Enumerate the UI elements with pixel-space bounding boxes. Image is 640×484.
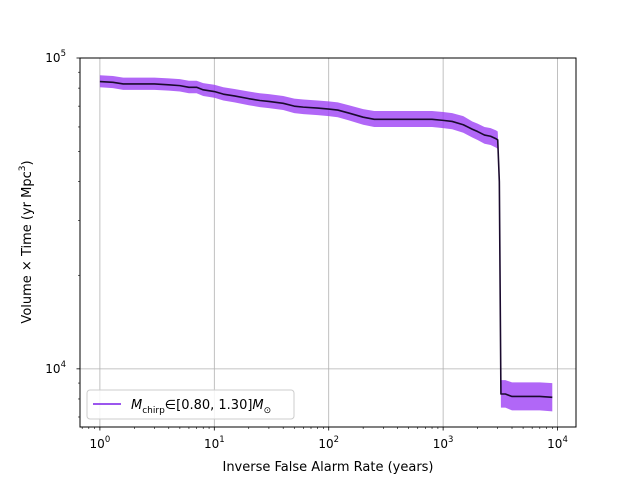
- x-tick-label: 100: [90, 435, 111, 451]
- y-tick-label-exp: 4: [61, 360, 66, 370]
- x-tick-label: 101: [204, 435, 225, 451]
- y-tick-label-base: 10: [45, 51, 60, 65]
- x-tick-label: 103: [433, 435, 454, 451]
- y-tick-label-exp: 5: [61, 49, 66, 59]
- x-tick-label: 102: [318, 435, 339, 451]
- x-tick-label-exp: 1: [219, 435, 224, 445]
- x-tick-label: 104: [547, 435, 568, 451]
- legend-label: Mchirp∈[0.80, 1.30]M⊙: [131, 398, 271, 416]
- y-tick-label-base: 10: [45, 362, 60, 376]
- x-tick-label-base: 10: [433, 437, 448, 451]
- series-0-line: [99, 80, 553, 399]
- x-tick-label-exp: 0: [105, 435, 110, 445]
- x-tick-label-exp: 2: [334, 435, 339, 445]
- line-layer: [99, 80, 553, 399]
- plot-frame: [79, 57, 577, 428]
- legend-box: [86, 389, 295, 420]
- x-tick-label-exp: 3: [448, 435, 453, 445]
- x-tick-label-base: 10: [90, 437, 105, 451]
- x-tick-label-base: 10: [547, 437, 562, 451]
- y-axis-label: Volume × Time (yr Mpc3): [18, 160, 35, 323]
- x-tick-label-base: 10: [318, 437, 333, 451]
- legend: Mchirp∈[0.80, 1.30]M⊙: [86, 389, 295, 420]
- y-tick-label: 104: [45, 360, 66, 376]
- x-axis-label: Inverse False Alarm Rate (years): [222, 460, 433, 475]
- y-tick-label: 105: [45, 49, 66, 65]
- x-tick-label-base: 10: [204, 437, 219, 451]
- x-tick-label-exp: 4: [562, 435, 567, 445]
- plot-background: [80, 58, 576, 427]
